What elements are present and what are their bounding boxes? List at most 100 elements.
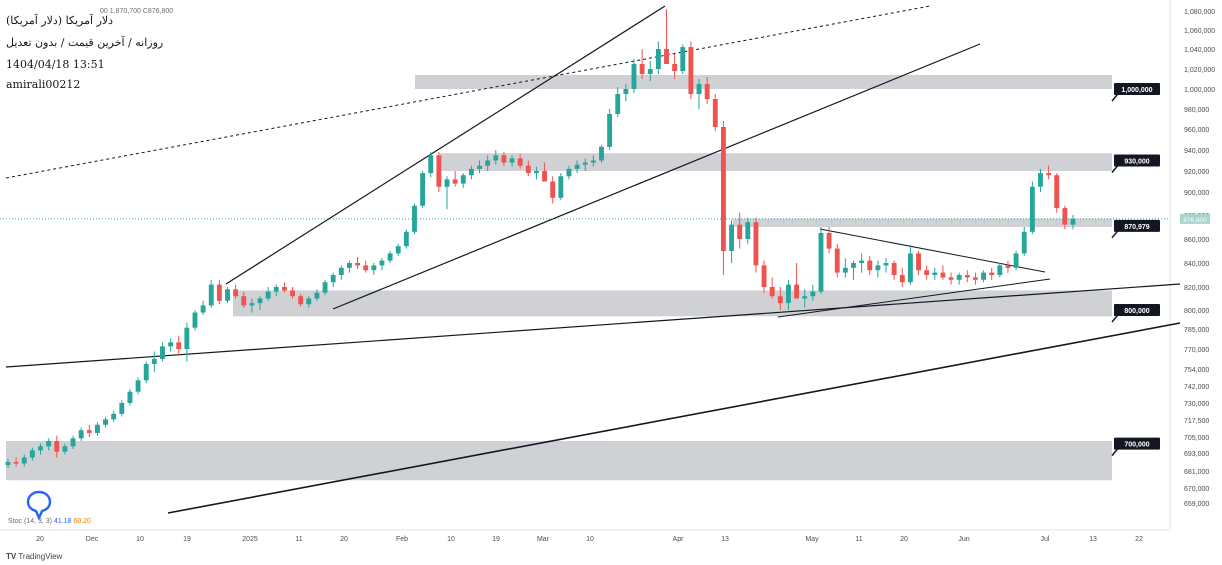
candle — [395, 243, 401, 256]
support-resistance-zone — [233, 290, 1112, 317]
candle-body — [810, 291, 816, 297]
candle — [794, 263, 800, 299]
candle — [655, 41, 661, 74]
price-level-box — [1114, 154, 1160, 167]
candle — [5, 459, 11, 468]
candle-body — [306, 298, 312, 305]
candle — [298, 293, 304, 307]
candle-body — [94, 424, 100, 433]
candle — [111, 411, 117, 423]
candle-body — [533, 171, 539, 174]
candle-body — [989, 272, 995, 275]
candle-body — [639, 64, 645, 74]
candle-body — [655, 49, 661, 69]
current-price-text: 876,800 — [1183, 217, 1207, 224]
candle-body — [387, 253, 393, 261]
candle — [119, 400, 125, 417]
candle-body — [1046, 173, 1052, 176]
candle — [444, 176, 450, 210]
x-tick-label: 11 — [295, 536, 302, 543]
candle-body — [574, 164, 580, 169]
candle-body — [761, 265, 767, 287]
candle-body — [753, 222, 759, 266]
candle — [322, 279, 328, 296]
candle — [802, 289, 808, 308]
candle — [704, 77, 710, 104]
candle-body — [631, 64, 637, 89]
candle-body — [875, 265, 881, 271]
x-tick-label: 20 — [340, 536, 348, 543]
candle — [769, 277, 775, 299]
candle-body — [501, 155, 507, 163]
candle — [54, 435, 60, 458]
candle — [46, 438, 52, 451]
candle — [574, 160, 580, 174]
candle-body — [420, 173, 426, 206]
candle-body — [241, 296, 247, 306]
candle-body — [891, 263, 897, 275]
candle — [233, 284, 239, 299]
candle-body — [745, 222, 751, 239]
candle — [265, 287, 271, 301]
candle-body — [355, 263, 361, 266]
ohlc-text: 00 1,870,700 C876,800 — [100, 8, 174, 15]
support-resistance-zone — [440, 153, 1112, 171]
candle-body — [62, 446, 68, 452]
candle — [737, 212, 743, 249]
price-level-text: 1,000,000 — [1121, 87, 1152, 94]
candle-body — [704, 84, 710, 99]
y-tick-label: 785,000 — [1184, 327, 1209, 334]
candle — [452, 171, 458, 187]
comment-bubble-icon[interactable] — [25, 490, 53, 520]
candle-body — [86, 430, 92, 433]
candle-body — [371, 265, 377, 271]
candle-body — [46, 441, 52, 447]
x-tick-label: 13 — [721, 536, 729, 543]
candle — [525, 160, 531, 177]
candle — [720, 121, 726, 275]
x-tick-label: 2025 — [242, 536, 258, 543]
candle — [729, 219, 734, 263]
x-tick-label: 19 — [183, 536, 191, 543]
candle-body — [127, 391, 133, 403]
candle — [753, 217, 759, 273]
candle — [338, 265, 344, 280]
y-tick-label: 659,000 — [1184, 501, 1209, 508]
candle — [460, 173, 466, 188]
candle-body — [720, 127, 726, 251]
candle — [355, 257, 361, 269]
candle-body — [615, 94, 621, 114]
candle-body — [818, 233, 824, 292]
current-price-box — [1180, 213, 1210, 224]
candle-body — [257, 298, 263, 304]
candle — [777, 287, 783, 310]
candle-body — [314, 292, 320, 299]
candle-body — [468, 168, 474, 176]
candle-body — [729, 224, 734, 251]
candle-body — [590, 160, 596, 163]
candle — [997, 263, 1003, 278]
candle — [1046, 165, 1052, 180]
price-level-text: 870,979 — [1124, 224, 1149, 231]
candle-body — [225, 289, 230, 301]
indicator-legend[interactable]: Stoc (14, 3, 3) 41.18 60.20 — [8, 518, 91, 525]
trend-line — [5, 283, 1181, 368]
candle-body — [1054, 175, 1060, 209]
candle-body — [558, 176, 564, 198]
price-level-box — [1114, 437, 1160, 450]
candle — [241, 291, 247, 308]
candle-body — [379, 260, 385, 266]
candle — [330, 272, 336, 287]
candle — [623, 84, 629, 101]
x-tick-label: 20 — [900, 536, 908, 543]
candle-body — [1021, 231, 1027, 254]
y-tick-label: 940,000 — [1184, 148, 1209, 155]
candle-body — [777, 296, 783, 304]
candle-body — [452, 179, 458, 184]
candle-body — [1029, 186, 1035, 232]
candle-body — [672, 64, 678, 71]
indicator-k-value: 41.18 — [53, 518, 72, 525]
candle-body — [786, 284, 791, 304]
y-tick-label: 693,000 — [1184, 451, 1209, 458]
